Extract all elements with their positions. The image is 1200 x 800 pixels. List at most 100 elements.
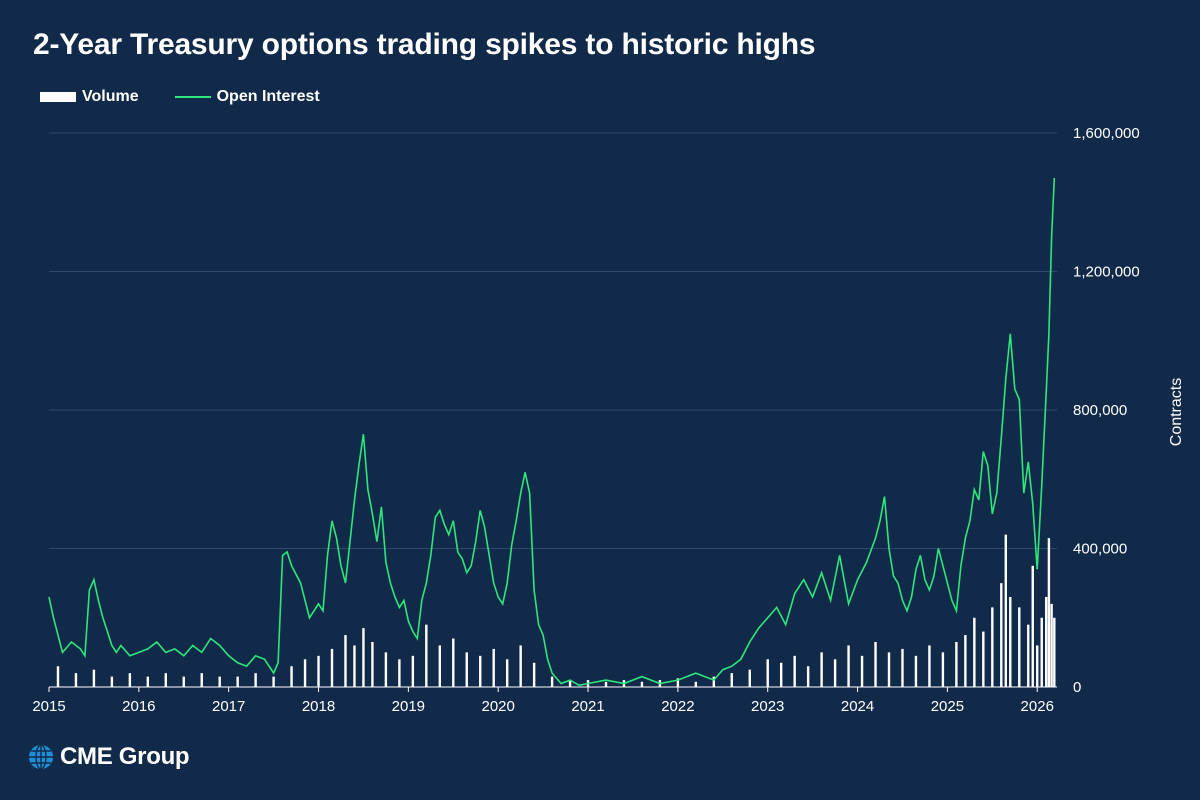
globe-icon <box>29 744 53 770</box>
volume-bar <box>748 669 751 687</box>
volume-bar <box>1040 617 1043 687</box>
volume-bar <box>411 655 415 687</box>
volume-bar <box>362 628 365 687</box>
volume-bar <box>568 680 572 687</box>
volume-bar <box>640 681 644 687</box>
volume-bar <box>110 676 114 687</box>
legend-label-open-interest: Open Interest <box>216 88 320 105</box>
y-tick-label: 1,600,000 <box>1073 125 1140 142</box>
volume-bar <box>730 673 733 687</box>
volume-bar <box>479 655 482 687</box>
y-tick-label: 0 <box>1073 679 1081 696</box>
volume-bar <box>519 645 522 687</box>
volume-bar <box>901 648 904 687</box>
volume-bar <box>128 673 132 687</box>
volume-bar <box>164 673 167 687</box>
volume-bar <box>833 659 837 687</box>
volume-bar <box>779 662 783 687</box>
volume-bar <box>1009 596 1012 687</box>
x-tick-label: 2019 <box>392 698 425 715</box>
volume-bar <box>1047 538 1051 687</box>
volume-bar <box>218 676 221 687</box>
volume-bar <box>941 652 945 687</box>
volume-bar <box>182 676 185 687</box>
volume-bar <box>1053 617 1056 687</box>
x-tick-label: 2020 <box>482 698 515 715</box>
volume-bar <box>438 645 442 687</box>
x-tick-label: 2015 <box>32 698 65 715</box>
y-tick-label: 1,200,000 <box>1073 264 1140 281</box>
cme-logo: CME Group <box>28 743 190 771</box>
volume-bar <box>384 652 388 687</box>
x-tick-label: 2017 <box>212 698 245 715</box>
legend-item-open-interest[interactable]: Open Interest <box>174 88 320 106</box>
volume-bar <box>604 681 608 687</box>
x-tick-label: 2025 <box>931 698 964 715</box>
volume-bars <box>56 534 1056 687</box>
volume-bar <box>1004 534 1007 687</box>
volume-bar <box>92 669 96 687</box>
volume-bar <box>955 641 958 687</box>
volume-bar <box>371 641 374 687</box>
volume-bar <box>303 659 307 687</box>
open-interest-swatch <box>174 96 211 98</box>
volume-bar <box>806 666 810 687</box>
volume-bar <box>964 635 967 687</box>
x-tick-label: 2024 <box>841 698 874 715</box>
volume-bar <box>1045 596 1048 687</box>
x-tick-label: 2026 <box>1021 698 1054 715</box>
volume-bar <box>56 666 60 687</box>
y-axis-label: Contracts <box>1168 378 1185 446</box>
volume-bar <box>793 655 796 687</box>
volume-bar <box>146 676 150 687</box>
legend: Volume Open Interest <box>40 88 356 106</box>
x-tick-label: 2018 <box>302 698 335 715</box>
volume-bar <box>532 662 536 687</box>
legend-item-volume[interactable]: Volume <box>40 88 139 106</box>
volume-bar <box>550 676 554 687</box>
x-tick-label: 2016 <box>122 698 155 715</box>
volume-bar <box>452 638 455 687</box>
volume-bar <box>820 652 823 687</box>
volume-bar <box>272 676 275 687</box>
volume-bar <box>290 666 293 687</box>
open-interest-line <box>48 177 1056 687</box>
volume-bar <box>914 655 918 687</box>
x-tick-label: 2021 <box>571 698 604 715</box>
volume-bar <box>860 655 864 687</box>
grid-lines <box>49 132 1057 549</box>
volume-bar <box>766 659 769 687</box>
legend-label-volume: Volume <box>82 88 139 105</box>
axes: 0 400,000 800,000 1,200,000 1,600,000 2015 201… <box>32 125 1139 715</box>
volume-bar <box>1027 624 1030 687</box>
volume-bar <box>847 645 850 687</box>
volume-bar <box>694 681 698 687</box>
volume-bar <box>492 648 495 687</box>
volume-bar <box>317 655 320 687</box>
volume-bar <box>712 676 716 687</box>
volume-bar <box>676 678 680 687</box>
volume-bar <box>254 673 257 687</box>
volume-bar <box>982 631 985 687</box>
volume-bar <box>973 617 976 687</box>
x-tick-label: 2022 <box>661 698 694 715</box>
chart-title: 2-Year Treasury options trading spikes t… <box>33 28 816 61</box>
volume-bar <box>1036 645 1039 687</box>
volume-bar <box>1031 565 1034 687</box>
volume-bar <box>344 635 347 687</box>
volume-bar <box>353 645 356 687</box>
volume-bar <box>74 673 78 687</box>
volume-bar <box>236 676 239 687</box>
volume-bar <box>1018 607 1021 687</box>
volume-bar <box>398 659 401 687</box>
y-tick-label: 400,000 <box>1073 541 1127 558</box>
volume-bar <box>200 673 203 687</box>
volume-bar <box>991 607 994 687</box>
x-tick-label: 2023 <box>751 698 784 715</box>
volume-bar <box>1050 603 1053 687</box>
volume-bar <box>330 648 334 687</box>
volume-bar <box>874 641 877 687</box>
volume-bar <box>425 624 428 687</box>
volume-bar <box>887 652 891 687</box>
